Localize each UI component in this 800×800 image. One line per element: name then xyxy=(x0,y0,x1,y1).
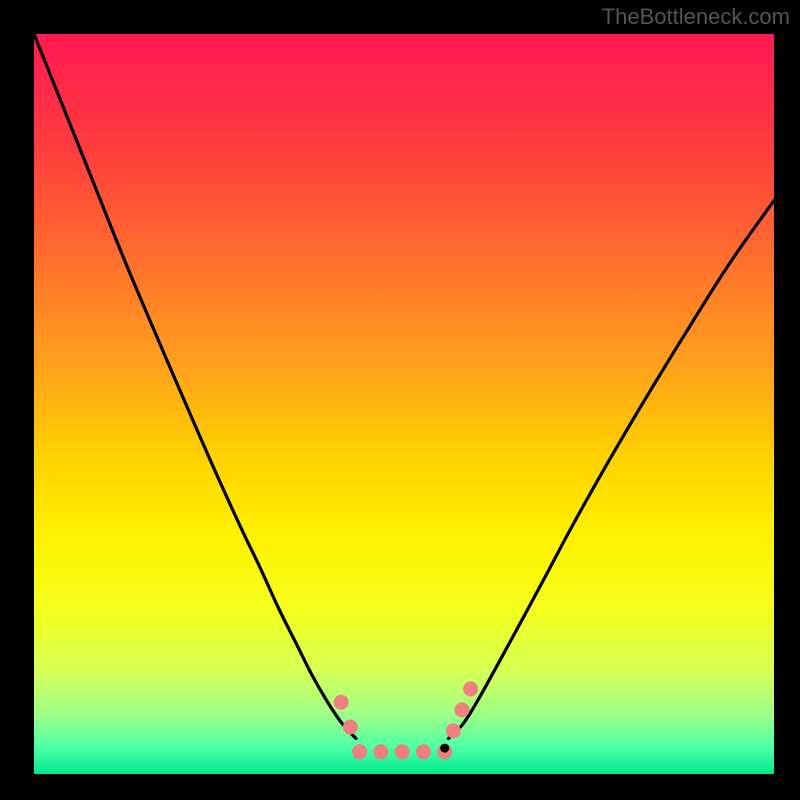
plot-svg xyxy=(34,34,774,774)
vertex-dot xyxy=(440,744,449,753)
gradient-background xyxy=(34,34,774,774)
watermark-text: TheBottleneck.com xyxy=(602,4,790,30)
plot-area xyxy=(34,34,774,774)
